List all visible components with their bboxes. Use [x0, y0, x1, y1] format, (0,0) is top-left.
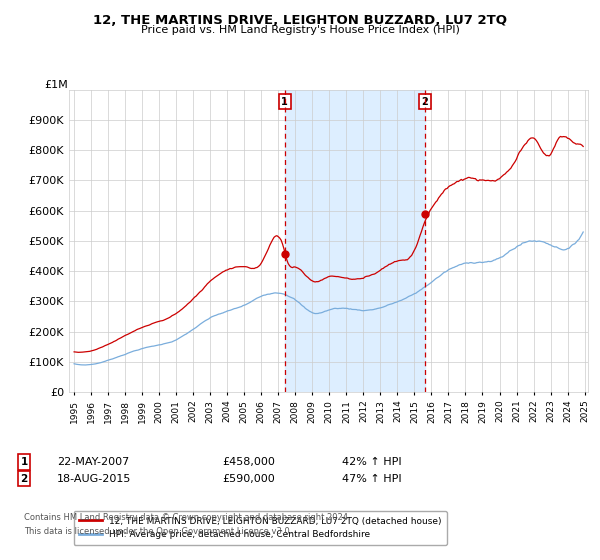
Legend: 12, THE MARTINS DRIVE, LEIGHTON BUZZARD, LU7 2TQ (detached house), HPI: Average : 12, THE MARTINS DRIVE, LEIGHTON BUZZARD,… [74, 511, 446, 545]
Text: 1: 1 [281, 97, 288, 107]
Text: 2: 2 [20, 474, 28, 484]
Bar [285, 90, 425, 392]
Text: 42% ↑ HPI: 42% ↑ HPI [342, 457, 401, 467]
Text: £590,000: £590,000 [222, 474, 275, 484]
Text: This data is licensed under the Open Government Licence v3.0.: This data is licensed under the Open Gov… [24, 528, 292, 536]
Text: Contains HM Land Registry data © Crown copyright and database right 2024.: Contains HM Land Registry data © Crown c… [24, 514, 350, 522]
Text: 1: 1 [20, 457, 28, 467]
Text: £458,000: £458,000 [222, 457, 275, 467]
Text: 2: 2 [422, 97, 428, 107]
Text: 47% ↑ HPI: 47% ↑ HPI [342, 474, 401, 484]
Text: 12, THE MARTINS DRIVE, LEIGHTON BUZZARD, LU7 2TQ: 12, THE MARTINS DRIVE, LEIGHTON BUZZARD,… [93, 14, 507, 27]
Text: 18-AUG-2015: 18-AUG-2015 [57, 474, 131, 484]
Text: 22-MAY-2007: 22-MAY-2007 [57, 457, 129, 467]
Text: £1M: £1M [45, 80, 68, 90]
Text: Price paid vs. HM Land Registry's House Price Index (HPI): Price paid vs. HM Land Registry's House … [140, 25, 460, 35]
